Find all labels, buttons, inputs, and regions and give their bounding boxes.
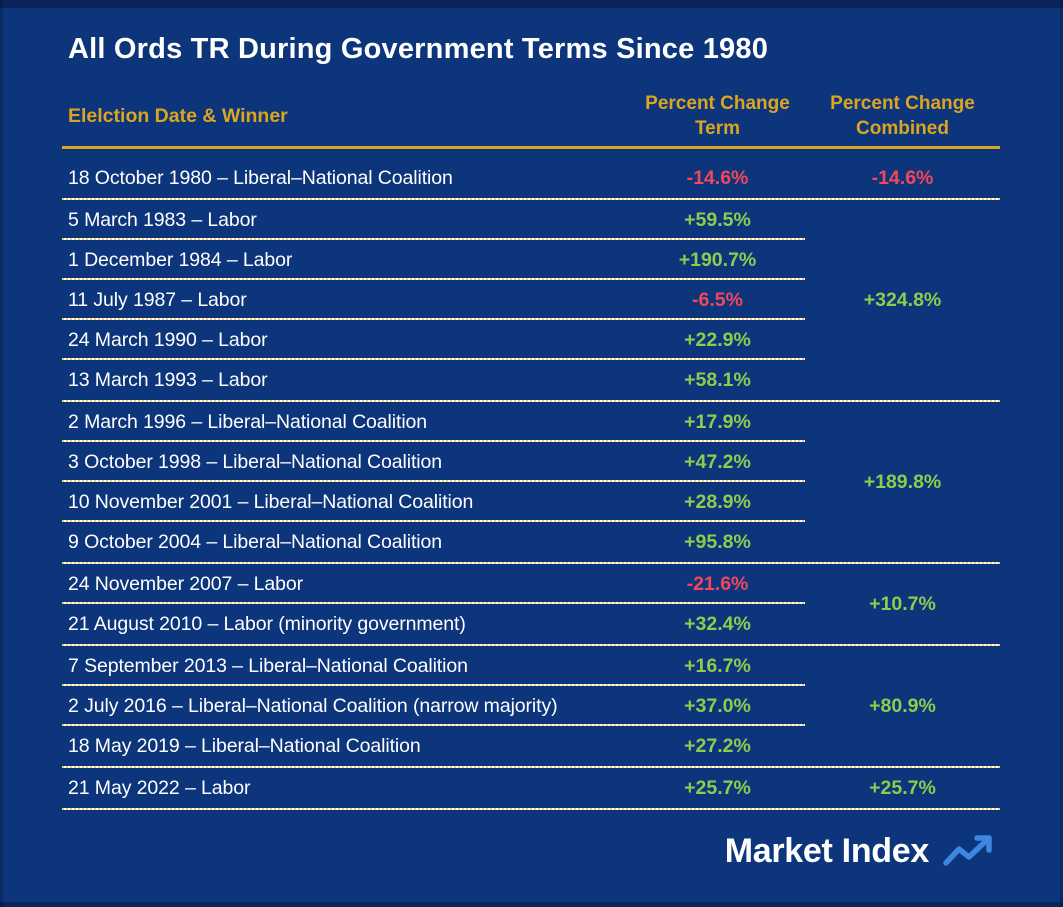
table-header-row: Elelction Date & Winner Percent Change T… [62,88,1000,146]
combined-percent-value: +189.8% [863,470,942,493]
election-row-label: 2 March 1996 – Liberal–National Coalitio… [62,402,630,442]
group-divider [62,400,1000,402]
election-row-label: 2 July 2016 – Liberal–National Coalition… [62,686,630,726]
group-divider [62,562,1000,564]
term-percent-value: +47.2% [630,442,805,482]
election-row-label: 24 November 2007 – Labor [62,564,630,604]
term-percent-value: +37.0% [630,686,805,726]
term-percent-value: +25.7% [684,776,751,799]
term-percent-value: +190.7% [630,240,805,280]
footer-logo: Market Index [62,832,1000,871]
election-row-label: 10 November 2001 – Liberal–National Coal… [62,482,630,522]
group-divider [62,198,1000,200]
group-divider [62,808,1000,810]
combined-percent-value: +324.8% [863,288,942,311]
election-term-group: 2 March 1996 – Liberal–National Coalitio… [62,402,1000,562]
group-divider [62,766,1000,768]
term-percent-value: +95.8% [684,530,751,553]
election-row-label: 13 March 1993 – Labor [68,368,268,391]
combined-percent-value: +10.7% [869,592,936,615]
group-divider [62,644,1000,646]
election-row-label: 18 October 1980 – Liberal–National Coali… [68,166,453,189]
election-row-label: 18 May 2019 – Liberal–National Coalition [68,734,421,757]
election-term-group: 24 November 2007 – Labor -21.6% 21 August … [62,564,1000,644]
combined-percent-value: +25.7% [869,776,936,799]
election-row-label: 5 March 1983 – Labor [62,200,630,240]
election-row-label: 7 September 2013 – Liberal–National Coal… [62,646,630,686]
election-table-body: 18 October 1980 – Liberal–National Coali… [62,158,1000,810]
term-percent-value: +32.4% [684,612,751,635]
logo-text: Market Index [724,832,930,870]
header-rule [62,146,1000,149]
term-percent-value: -6.5% [630,280,805,320]
election-term-group: 7 September 2013 – Liberal–National Coal… [62,646,1000,766]
election-row-label: 1 December 1984 – Labor [62,240,630,280]
header-percent-change-combined: Percent Change Combined [830,93,975,139]
term-percent-value: +27.2% [684,734,751,757]
combined-percent-value: -14.6% [871,166,934,189]
term-percent-value: -14.6% [686,166,749,189]
election-row-label: 21 August 2010 – Labor (minority governm… [68,612,466,635]
election-term-group: 18 October 1980 – Liberal–National Coali… [62,158,1000,198]
page-title: All Ords TR During Government Terms Sinc… [68,33,769,65]
term-percent-value: +58.1% [684,368,751,391]
term-percent-value: -21.6% [630,564,805,604]
election-row-label: 9 October 2004 – Liberal–National Coalit… [68,530,443,553]
header-election-date-winner: Elelction Date & Winner [68,105,288,128]
term-percent-value: +28.9% [630,482,805,522]
header-percent-change-term: Percent Change Term [645,93,790,139]
election-row-label: 3 October 1998 – Liberal–National Coalit… [62,442,630,482]
election-row-label: 21 May 2022 – Labor [68,776,251,799]
term-percent-value: +59.5% [630,200,805,240]
combined-percent-value: +80.9% [869,694,936,717]
election-term-group: 5 March 1983 – Labor +59.5% 1 December 198… [62,200,1000,400]
election-term-group: 21 May 2022 – Labor +25.7% +25.7% [62,768,1000,808]
election-table: Elelction Date & Winner Percent Change T… [62,88,1000,810]
term-percent-value: +22.9% [630,320,805,360]
trend-up-icon [943,834,992,866]
term-percent-value: +17.9% [630,402,805,442]
term-percent-value: +16.7% [630,646,805,686]
election-row-label: 11 July 1987 – Labor [62,280,630,320]
election-row-label: 24 March 1990 – Labor [62,320,630,360]
